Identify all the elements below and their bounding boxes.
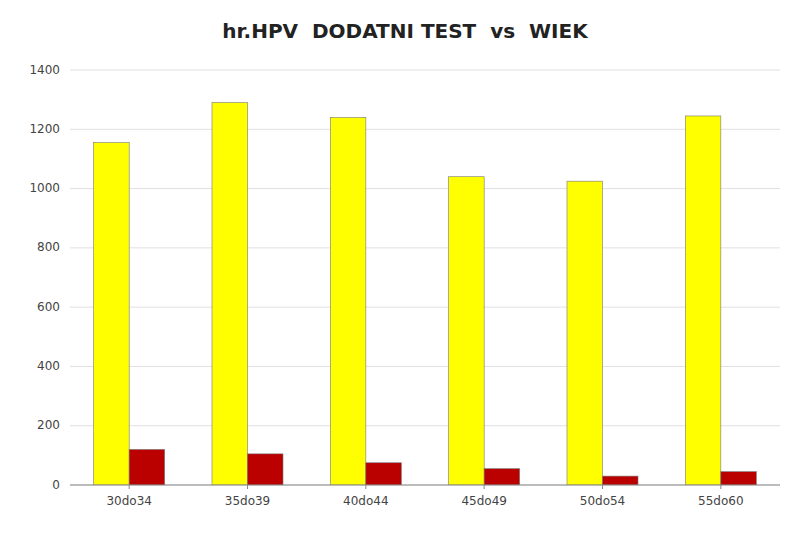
x-tick-label: 50do54 <box>580 494 626 508</box>
bar <box>603 476 639 485</box>
x-axis-line <box>70 485 780 486</box>
x-tick-label: 40do44 <box>343 494 389 508</box>
grid-line <box>70 307 780 308</box>
bar <box>212 103 248 485</box>
y-tick-label: 600 <box>37 300 60 314</box>
chart-container: 0 200 400 600 800 1000 1200 1400 30do34 35do39 40d… <box>0 0 810 540</box>
grid-line <box>70 485 780 486</box>
y-tick-label: 0 <box>52 478 60 492</box>
bar <box>330 117 366 485</box>
grid-line <box>70 129 780 130</box>
y-tick-label: 1400 <box>29 63 60 77</box>
bar <box>129 449 165 485</box>
x-tick <box>720 485 721 489</box>
x-tick <box>129 485 130 489</box>
grid-line <box>70 70 780 71</box>
bar <box>685 116 721 485</box>
bar <box>484 469 519 485</box>
grid-line <box>70 366 780 367</box>
bar <box>567 181 603 485</box>
bar <box>248 454 284 485</box>
x-tick-label: 45do49 <box>461 494 507 508</box>
y-tick-label: 1200 <box>29 122 60 136</box>
grid <box>70 70 780 485</box>
y-tick-label: 1000 <box>29 181 60 195</box>
chart: 0 200 400 600 800 1000 1200 1400 30do34 35do39 40d… <box>0 0 810 540</box>
bar <box>449 177 485 485</box>
y-tick-label: 200 <box>37 418 60 432</box>
x-tick <box>365 485 366 489</box>
grid-line <box>70 188 780 189</box>
x-tick <box>602 485 603 489</box>
bar <box>721 472 757 485</box>
bar <box>94 143 129 485</box>
y-tick-label: 400 <box>37 359 60 373</box>
grid-line <box>70 247 780 248</box>
x-tick <box>247 485 248 489</box>
grid-line <box>70 425 780 426</box>
bars <box>94 103 757 485</box>
x-tick <box>484 485 485 489</box>
x-tick-label: 55do60 <box>698 494 744 508</box>
y-tick-label: 800 <box>37 240 60 254</box>
bar <box>366 463 402 485</box>
x-tick-label: 35do39 <box>225 494 271 508</box>
x-tick-label: 30do34 <box>106 494 152 508</box>
title: hr.HPV DODATNI TEST vs WIEK <box>222 19 589 43</box>
